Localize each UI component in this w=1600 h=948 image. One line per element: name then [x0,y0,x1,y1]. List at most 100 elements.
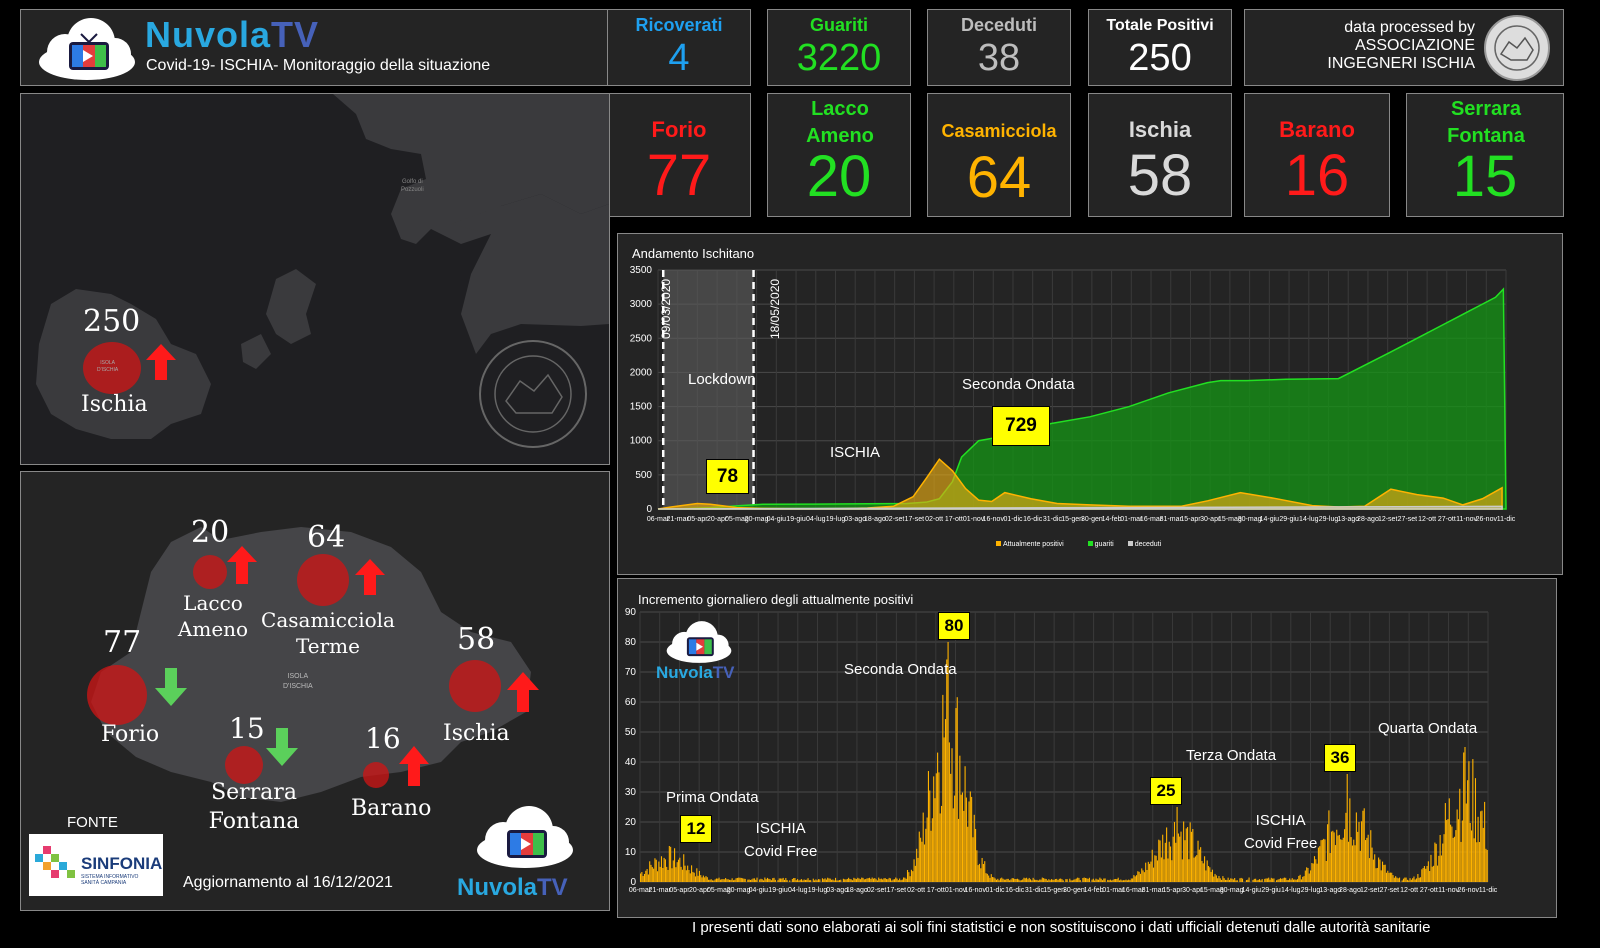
legend-item-positivi: Attualmente positivi [996,541,1064,548]
bar [1116,878,1118,882]
bar [1150,861,1152,882]
bar [954,795,956,882]
association-watermark-icon [476,339,590,454]
bar [1393,877,1395,882]
y-tick-label: 2500 [630,333,653,344]
bar [1122,880,1124,882]
bar [1327,824,1329,882]
bar [781,878,783,882]
bar [980,868,982,882]
bar [1467,780,1469,882]
bar [1357,831,1359,882]
bar [1425,868,1427,882]
bar [1181,859,1183,882]
bar [1026,877,1028,882]
bar [706,877,708,882]
bar [1330,831,1333,882]
bubble-ischia [449,660,501,712]
bar [1317,847,1319,882]
x-tick-label: 16-mar [1140,516,1163,523]
chart-andamento: Andamento Ischitano 0 500 1000 1500 2000 2500… [617,233,1563,575]
bar [761,879,763,882]
bar [1240,877,1242,882]
bar [1028,877,1030,882]
chart-title: Incremento giornaliero degli attualmente… [638,592,913,607]
x-tick-label: 30-mag [1238,516,1262,523]
bar [1211,869,1213,882]
bar [1096,879,1098,882]
bar [1163,859,1165,882]
nuvolatv-chart-logo-icon [664,617,734,672]
bar [1351,845,1354,882]
value-box-80: 80 [938,612,970,640]
bar [1176,807,1178,882]
bar [1323,838,1325,882]
bar [1226,879,1228,882]
bar [1380,870,1382,882]
bar [1018,879,1020,882]
bar [755,879,757,882]
town-label: Barano [1279,117,1355,142]
bar [1094,880,1096,882]
bar [1002,878,1004,882]
bar [906,869,909,882]
x-tick-label: 06-mar [647,516,670,523]
bar [1260,880,1262,882]
town-casamicciola: Casamicciola 64 [927,93,1071,217]
bar [1188,859,1190,882]
x-tick-label: 01-nov [945,887,967,894]
bar [1313,856,1316,882]
bar [1202,863,1204,882]
bubble-forio [87,665,147,725]
bar [1115,878,1117,882]
bar [1183,821,1185,882]
bar [1043,878,1045,882]
bar [756,877,758,882]
bar [912,871,914,882]
detail-name-serrara: Serrara Fontana [199,778,309,836]
bar [1177,833,1179,882]
x-tick-label: 14-feb [1084,887,1104,894]
bar [1036,879,1038,882]
bar [895,877,897,882]
x-tick-label: 16-dic [1023,516,1043,523]
bar [1389,872,1391,882]
bar [998,880,1000,882]
bar [916,848,918,882]
bar [926,817,928,882]
bar [759,879,761,882]
legend-label: Attualmente positivi [1003,541,1064,548]
bar [1376,867,1378,882]
bar [1315,859,1317,882]
bar [1252,879,1254,882]
bar [1205,870,1207,882]
bar [649,861,651,882]
bar [774,879,776,882]
bar [1367,834,1369,882]
bar [1486,850,1488,882]
detail-island-label: ISOLA D'ISCHIA [283,672,313,692]
x-tick-label: 15-mag [1218,516,1242,523]
bar [1155,855,1157,882]
bar [1255,878,1257,882]
bar [1069,878,1071,882]
x-tick-label: 15-mag [1200,887,1224,894]
y-tick-label: 3500 [630,265,653,276]
bar [688,869,690,882]
bar [849,878,851,882]
bar [1086,878,1088,882]
bar [859,879,861,882]
bar [1328,810,1330,882]
bar [798,880,800,882]
bar [961,792,964,882]
x-tick-label: 31-dic [1043,516,1063,523]
bar [1075,878,1077,882]
bar [795,880,797,882]
bar [800,879,803,882]
bar [1037,880,1039,882]
bar [1234,878,1236,882]
covid-free-label-2: ISCHIA Covid Free [1244,809,1317,855]
bar [1168,841,1170,882]
town-label: Serrara Fontana [1447,98,1525,147]
bar [854,878,856,882]
